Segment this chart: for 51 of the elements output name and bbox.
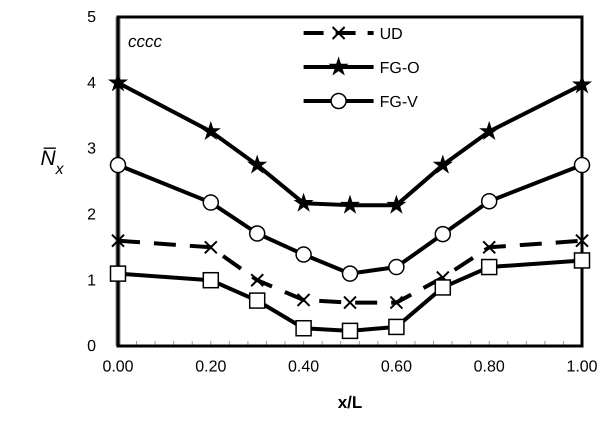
point	[574, 156, 590, 174]
y-tick-label: 3	[87, 140, 96, 158]
point	[294, 194, 313, 211]
point	[434, 279, 452, 296]
legend-label: FG-V	[380, 94, 418, 111]
y-axis-title: N̅$_{x}$	[40, 147, 65, 178]
x-tick-label: 1.00	[566, 358, 598, 376]
point	[296, 292, 311, 307]
point	[342, 265, 358, 282]
x-tick-label: 0.00	[102, 358, 134, 376]
point	[480, 122, 498, 140]
point	[434, 226, 452, 242]
point	[480, 258, 498, 276]
point	[388, 258, 405, 276]
point	[574, 252, 590, 269]
point	[387, 196, 406, 213]
x-tick-label: 0.40	[288, 358, 320, 376]
point	[480, 192, 498, 210]
point	[110, 156, 126, 174]
point	[295, 320, 312, 336]
point	[295, 246, 312, 263]
point	[482, 240, 496, 254]
annotation: cccc	[128, 32, 162, 51]
point	[340, 196, 360, 213]
x-tick-label: 0.80	[474, 358, 505, 376]
point	[343, 296, 357, 310]
y-tick-label: 5	[87, 9, 96, 26]
point	[575, 234, 589, 248]
legend-label: FG-O	[380, 60, 420, 77]
point	[248, 156, 266, 173]
y-tick-label: 2	[87, 206, 96, 224]
point	[110, 265, 126, 282]
point	[389, 296, 404, 310]
point	[202, 194, 220, 211]
point	[250, 273, 264, 288]
x-axis-title: x/L	[338, 393, 362, 412]
point	[202, 272, 220, 288]
point	[248, 225, 266, 242]
point	[202, 122, 220, 140]
legend-label: UD	[380, 26, 403, 43]
y-tick-label: 0	[87, 338, 96, 356]
x-tick-label: 0.20	[195, 358, 226, 376]
y-tick-label: 1	[87, 272, 96, 290]
x-tick-label: 0.60	[380, 358, 412, 376]
point	[342, 322, 358, 340]
point	[204, 240, 218, 254]
point	[388, 318, 405, 336]
point	[111, 234, 125, 248]
point	[434, 156, 452, 173]
y-tick-label: 4	[87, 74, 96, 92]
point	[248, 292, 266, 309]
